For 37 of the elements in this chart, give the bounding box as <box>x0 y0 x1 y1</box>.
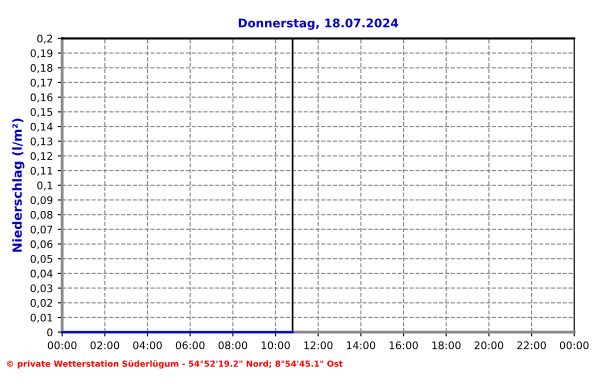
x-tick-label: 14:00 <box>347 341 376 350</box>
x-tick-label: 02:00 <box>90 341 120 350</box>
y-tick-label: 0,05 <box>30 254 52 264</box>
x-tick-label: 20:00 <box>474 341 504 350</box>
y-tick-label: 0,14 <box>30 122 53 132</box>
x-tick-label: 04:00 <box>133 341 162 350</box>
y-tick-label: 0,17 <box>30 78 52 88</box>
y-tick-label: 0 <box>47 328 52 336</box>
x-tick-label: 18:00 <box>432 341 461 350</box>
y-tick-label: 0,02 <box>30 299 52 308</box>
y-axis-title: Niederschlag (l/m²) <box>12 118 24 252</box>
chart-title: Donnerstag, 18.07.2024 <box>238 18 398 30</box>
y-tick-label: 0,04 <box>30 270 53 279</box>
x-tick-label: 08:00 <box>218 341 248 350</box>
x-tick-label: 00:00 <box>560 341 589 350</box>
y-tick-label: 0,03 <box>30 284 52 294</box>
x-tick-label: 10:00 <box>262 341 290 350</box>
y-tick-label: 0,13 <box>30 137 52 146</box>
y-tick-label: 0,07 <box>30 226 52 235</box>
y-tick-label: 0,01 <box>30 314 52 323</box>
y-tick-label: 0,19 <box>30 49 52 58</box>
y-tick-label: 0,15 <box>30 108 52 118</box>
y-tick-label: 0,2 <box>37 34 52 44</box>
y-tick-label: 0,1 <box>37 182 52 190</box>
y-tick-label: 0,08 <box>30 210 52 220</box>
y-tick-label: 0,16 <box>30 93 52 102</box>
y-tick-label: 0,12 <box>30 152 52 162</box>
y-tick-label: 0,18 <box>30 64 52 73</box>
y-tick-label: 0,11 <box>30 166 52 176</box>
x-tick-label: 06:00 <box>176 341 204 350</box>
x-tick-label: 00:00 <box>48 341 76 350</box>
x-tick-label: 12:00 <box>304 341 333 350</box>
x-tick-label: 16:00 <box>390 341 418 350</box>
y-tick-label: 0,09 <box>30 196 52 206</box>
text: © private Wetterstation Süderlügum - 54°52'19.2" Nord; 8°54'45.1" Ost <box>7 360 343 369</box>
x-tick-label: 22:00 <box>517 341 546 350</box>
y-tick-label: 0,06 <box>30 240 52 250</box>
